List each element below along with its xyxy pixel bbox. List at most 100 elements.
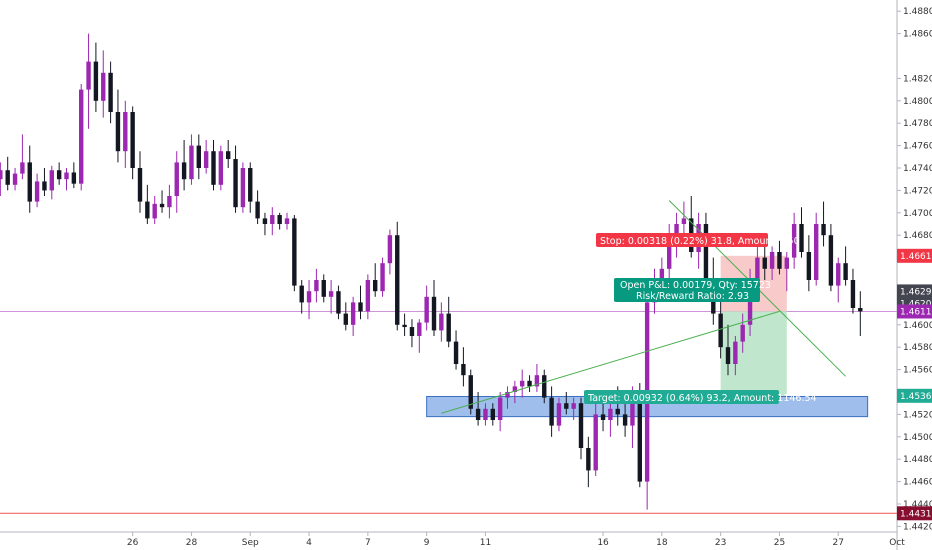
candle-body: [571, 403, 576, 409]
candle-body: [248, 168, 253, 202]
x-tick-label: 25: [774, 538, 785, 548]
x-tick-label: Oct: [889, 538, 905, 548]
pnl-label: Open P&L: 0.00179, Qty: 15723: [620, 280, 771, 291]
candle-body: [115, 112, 121, 152]
candle-body: [858, 308, 863, 312]
candle-body: [490, 408, 495, 420]
candle-body: [145, 201, 150, 219]
candle-body: [137, 168, 143, 202]
candle-body: [836, 263, 841, 286]
y-tick-label: 1.45200: [903, 410, 932, 420]
candle-body: [608, 408, 613, 420]
y-tick-label: 1.48600: [903, 30, 932, 40]
candle-body: [152, 203, 157, 219]
x-tick-label: 18: [656, 538, 668, 548]
candle-body: [284, 218, 290, 224]
candle-body: [409, 327, 415, 336]
candle-body: [843, 263, 848, 280]
candle-body: [674, 224, 679, 236]
stop-label-box: [596, 233, 768, 247]
candle-body: [799, 224, 804, 252]
candle-body: [446, 313, 451, 342]
candle-body: [108, 72, 113, 112]
rr-label: Risk/Reward Ratio: 2.93: [636, 291, 749, 302]
x-tick-label: 23: [715, 538, 726, 548]
y-tick-label: 1.45000: [903, 433, 932, 443]
candle-body: [453, 341, 459, 364]
candle-body: [233, 159, 238, 208]
candle-body: [159, 203, 165, 208]
candle-body: [740, 324, 745, 342]
candle-body: [218, 151, 224, 185]
candle-body: [431, 296, 437, 331]
candle-body: [417, 322, 422, 336]
candle-body: [497, 397, 503, 420]
x-tick-label: 11: [480, 538, 491, 548]
candle-body: [71, 172, 77, 184]
y-tick-label: 1.46800: [903, 231, 932, 241]
candle-body: [79, 89, 84, 184]
candle-body: [395, 235, 400, 325]
x-tick-label: 4: [306, 538, 312, 548]
y-tick-label: 1.44600: [903, 478, 932, 488]
candle-body: [365, 280, 371, 312]
candle-body: [314, 280, 319, 292]
candle-body: [5, 170, 10, 185]
candle-body: [512, 386, 518, 392]
candle-body: [615, 408, 620, 415]
candle-body: [336, 291, 341, 314]
candle-body: [461, 364, 466, 376]
candle-body: [630, 392, 635, 426]
x-tick-label: 9: [424, 538, 430, 548]
y-tick-label: 1.44800: [903, 455, 932, 465]
candle-body: [328, 291, 334, 297]
candle-body: [527, 380, 532, 387]
candle-body: [292, 218, 297, 286]
price-tag-last-price: [897, 284, 932, 299]
candle-body: [564, 403, 569, 409]
candle-body: [549, 397, 554, 426]
candle-body: [49, 170, 54, 191]
candle-body: [755, 257, 760, 280]
candle-body: [622, 414, 628, 426]
y-tick-label: 1.45600: [903, 366, 932, 376]
candle-body: [203, 151, 209, 168]
candle-body: [42, 181, 47, 191]
candle-body: [0, 170, 3, 180]
trendline[interactable]: [441, 310, 780, 414]
y-tick-label: 1.48800: [903, 7, 932, 17]
candle-body: [34, 181, 40, 202]
y-tick-label: 1.45800: [903, 343, 932, 353]
candle-body: [211, 151, 216, 185]
y-tick-label: 1.44200: [903, 522, 932, 532]
candle-body: [578, 403, 584, 448]
candle-body: [343, 313, 348, 325]
candle-body: [791, 224, 797, 258]
target-label: Target: 0.00932 (0.64%) 93.2, Amount: 11…: [587, 393, 817, 404]
candle-body: [86, 61, 91, 90]
candle-body: [556, 403, 562, 426]
price-tag-support-line: [897, 506, 932, 521]
stop-label: Stop: 0.00318 (0.22%) 31.8, Amount: 950: [600, 236, 800, 247]
price-tag-text-stop-level: 1.46616: [900, 252, 932, 262]
candle-body: [762, 257, 767, 269]
target-zone[interactable]: [720, 311, 787, 396]
candle-body: [380, 263, 385, 292]
candle-body: [806, 252, 812, 280]
candle-body: [520, 380, 525, 387]
candle-body: [733, 341, 738, 364]
candle-body: [196, 145, 201, 168]
x-tick-label: 16: [597, 538, 609, 548]
price-tag-text-support-line: 1.44317: [900, 509, 932, 519]
candle-body: [240, 168, 246, 208]
candle-body: [387, 235, 393, 264]
candle-body: [12, 173, 18, 185]
candle-body: [270, 215, 275, 224]
candle-body: [475, 408, 481, 420]
candle-body: [777, 252, 782, 269]
candle-body: [181, 162, 187, 180]
candle-body: [321, 280, 326, 297]
candle-body: [277, 215, 282, 224]
